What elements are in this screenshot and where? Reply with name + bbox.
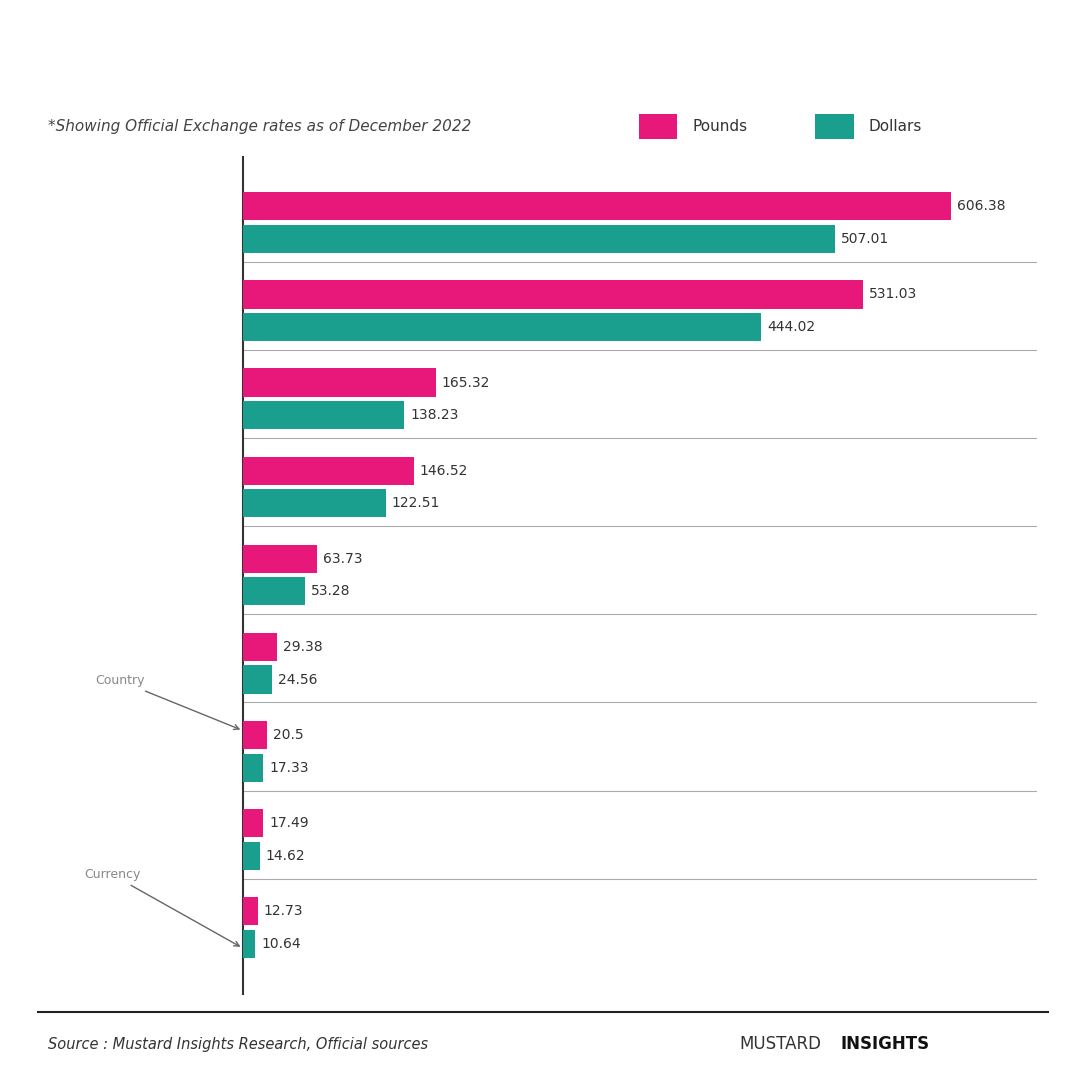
Text: 12.73: 12.73 <box>264 904 303 918</box>
Text: 138.23: 138.23 <box>410 408 459 422</box>
Text: 10.64: 10.64 <box>261 936 301 950</box>
Bar <box>243 633 278 661</box>
Text: 507.01: 507.01 <box>840 232 889 246</box>
Bar <box>243 368 436 396</box>
Text: 444.02: 444.02 <box>767 320 815 334</box>
Bar <box>243 578 306 606</box>
Text: 53.28: 53.28 <box>311 584 351 598</box>
Bar <box>243 930 256 958</box>
Text: Pounds: Pounds <box>692 119 747 134</box>
Text: Dollars: Dollars <box>869 119 922 134</box>
FancyBboxPatch shape <box>638 114 677 139</box>
Bar <box>243 489 386 517</box>
Bar <box>243 313 761 341</box>
Text: INSIGHTS: INSIGHTS <box>840 1036 930 1053</box>
Text: *Showing Official Exchange rates as of December 2022: *Showing Official Exchange rates as of D… <box>48 119 471 134</box>
Bar <box>243 897 258 926</box>
Bar <box>243 192 950 220</box>
Bar <box>243 841 260 869</box>
Text: 17.49: 17.49 <box>269 816 309 831</box>
Text: 531.03: 531.03 <box>868 287 917 301</box>
Bar <box>243 544 318 572</box>
Text: 63.73: 63.73 <box>323 552 363 566</box>
Bar <box>243 721 267 750</box>
Bar <box>243 665 272 693</box>
Text: Source : Mustard Insights Research, Official sources: Source : Mustard Insights Research, Offi… <box>48 1037 428 1052</box>
Text: 122.51: 122.51 <box>392 497 441 510</box>
Text: 17.33: 17.33 <box>269 760 309 774</box>
Text: 24.56: 24.56 <box>278 673 318 687</box>
Text: EXCHANGE RATES IN LEADING AFRICAN COUNTRIES: EXCHANGE RATES IN LEADING AFRICAN COUNTR… <box>58 44 1027 77</box>
Text: 165.32: 165.32 <box>442 376 490 390</box>
Bar <box>243 457 414 485</box>
Bar <box>243 754 264 782</box>
Text: 14.62: 14.62 <box>266 849 306 863</box>
Text: 146.52: 146.52 <box>420 463 469 477</box>
Bar <box>243 225 835 253</box>
Bar <box>243 281 863 309</box>
Text: Currency: Currency <box>84 868 240 946</box>
Bar <box>243 809 264 837</box>
Text: Country: Country <box>95 674 239 729</box>
Text: MUSTARD: MUSTARD <box>740 1036 822 1053</box>
Text: 29.38: 29.38 <box>283 640 323 653</box>
Bar <box>243 401 404 429</box>
FancyBboxPatch shape <box>815 114 853 139</box>
Text: 20.5: 20.5 <box>273 728 303 742</box>
Text: 606.38: 606.38 <box>957 200 1005 214</box>
